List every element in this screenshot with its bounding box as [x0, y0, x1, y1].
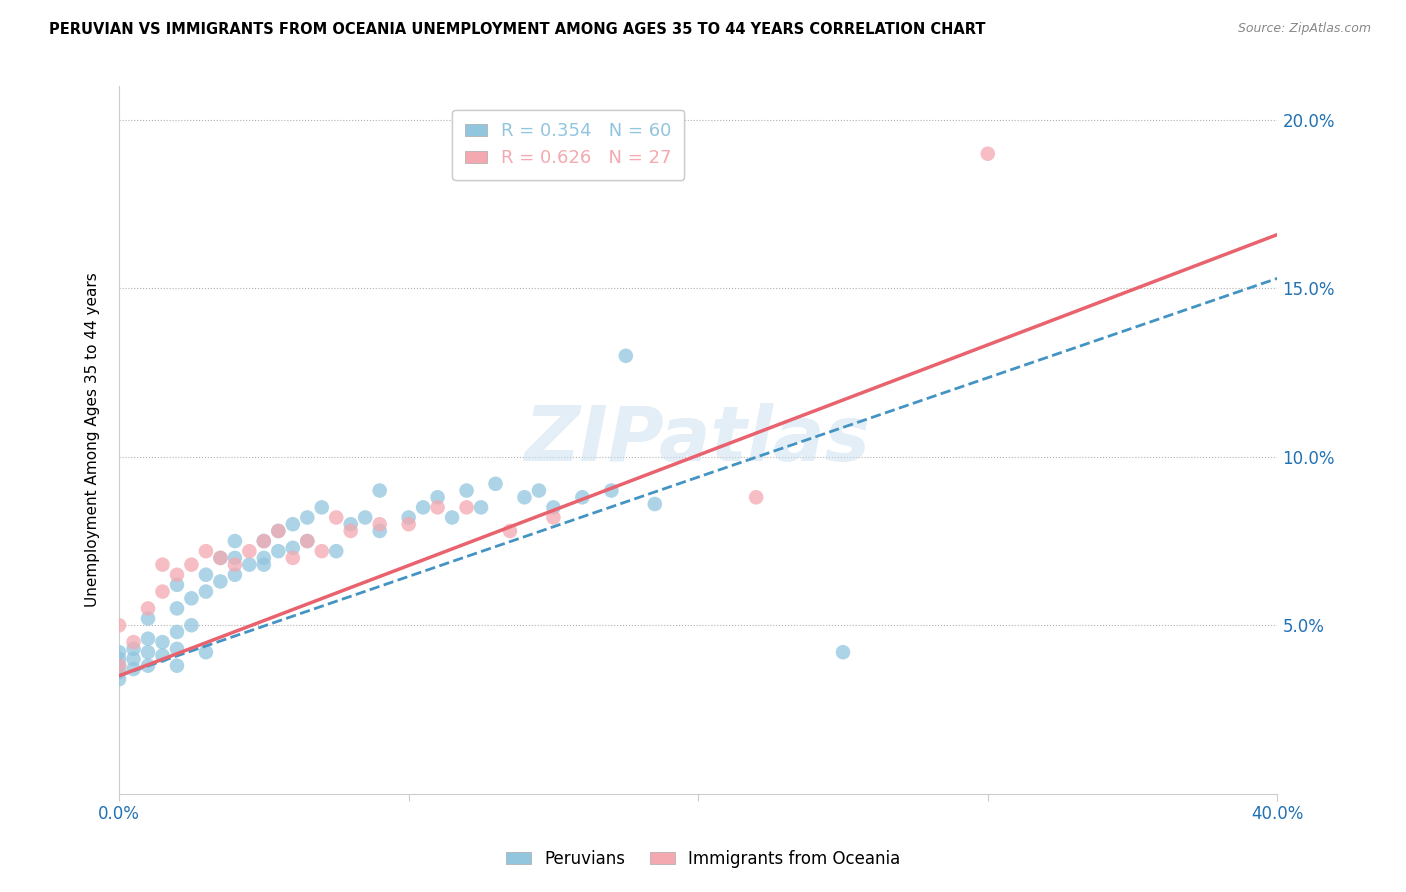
Point — [136, 658, 159, 673]
Point — [499, 524, 522, 538]
Point — [122, 662, 145, 676]
Point — [108, 645, 131, 659]
Point — [281, 541, 304, 555]
Point — [108, 618, 131, 632]
Point — [325, 544, 347, 558]
Point — [484, 476, 506, 491]
Point — [136, 611, 159, 625]
Point — [152, 635, 174, 649]
Point — [209, 550, 232, 565]
Point — [166, 641, 188, 656]
Point — [267, 544, 290, 558]
Point — [166, 578, 188, 592]
Point — [166, 567, 188, 582]
Point — [527, 483, 550, 498]
Point — [194, 584, 217, 599]
Point — [136, 645, 159, 659]
Point — [614, 349, 637, 363]
Point — [832, 645, 855, 659]
Text: Source: ZipAtlas.com: Source: ZipAtlas.com — [1237, 22, 1371, 36]
Point — [194, 544, 217, 558]
Point — [281, 517, 304, 532]
Point — [297, 510, 319, 524]
Point — [108, 658, 131, 673]
Legend: Peruvians, Immigrants from Oceania: Peruvians, Immigrants from Oceania — [499, 844, 907, 875]
Point — [571, 490, 593, 504]
Point — [281, 550, 304, 565]
Point — [122, 652, 145, 666]
Point — [209, 574, 232, 589]
Point — [297, 534, 319, 549]
Point — [398, 517, 420, 532]
Point — [456, 500, 478, 515]
Point — [644, 497, 666, 511]
Point — [180, 618, 202, 632]
Point — [152, 558, 174, 572]
Point — [600, 483, 623, 498]
Point — [108, 672, 131, 686]
Point — [180, 558, 202, 572]
Y-axis label: Unemployment Among Ages 35 to 44 years: Unemployment Among Ages 35 to 44 years — [86, 273, 100, 607]
Point — [297, 534, 319, 549]
Point — [108, 665, 131, 680]
Point — [513, 490, 536, 504]
Point — [311, 500, 333, 515]
Point — [122, 635, 145, 649]
Point — [339, 524, 361, 538]
Text: ZIPatlas: ZIPatlas — [526, 403, 872, 477]
Point — [543, 510, 565, 524]
Point — [368, 517, 391, 532]
Point — [224, 534, 246, 549]
Point — [543, 500, 565, 515]
Point — [166, 625, 188, 640]
Point — [253, 558, 276, 572]
Point — [368, 524, 391, 538]
Point — [224, 567, 246, 582]
Point — [267, 524, 290, 538]
Point — [136, 632, 159, 646]
Point — [209, 550, 232, 565]
Point — [267, 524, 290, 538]
Point — [152, 584, 174, 599]
Point — [194, 567, 217, 582]
Point — [354, 510, 377, 524]
Point — [166, 601, 188, 615]
Point — [108, 652, 131, 666]
Point — [426, 490, 449, 504]
Point — [108, 658, 131, 673]
Point — [166, 658, 188, 673]
Point — [238, 558, 260, 572]
Point — [456, 483, 478, 498]
Point — [253, 550, 276, 565]
Point — [253, 534, 276, 549]
Point — [412, 500, 434, 515]
Point — [238, 544, 260, 558]
Point — [311, 544, 333, 558]
Point — [339, 517, 361, 532]
Point — [977, 146, 1000, 161]
Point — [745, 490, 768, 504]
Point — [122, 641, 145, 656]
Point — [136, 601, 159, 615]
Point — [224, 558, 246, 572]
Point — [398, 510, 420, 524]
Point — [224, 550, 246, 565]
Point — [470, 500, 492, 515]
Legend: R = 0.354   N = 60, R = 0.626   N = 27: R = 0.354 N = 60, R = 0.626 N = 27 — [453, 110, 685, 180]
Point — [325, 510, 347, 524]
Point — [194, 645, 217, 659]
Point — [368, 483, 391, 498]
Point — [441, 510, 464, 524]
Point — [253, 534, 276, 549]
Point — [180, 591, 202, 606]
Point — [152, 648, 174, 663]
Text: PERUVIAN VS IMMIGRANTS FROM OCEANIA UNEMPLOYMENT AMONG AGES 35 TO 44 YEARS CORRE: PERUVIAN VS IMMIGRANTS FROM OCEANIA UNEM… — [49, 22, 986, 37]
Point — [426, 500, 449, 515]
